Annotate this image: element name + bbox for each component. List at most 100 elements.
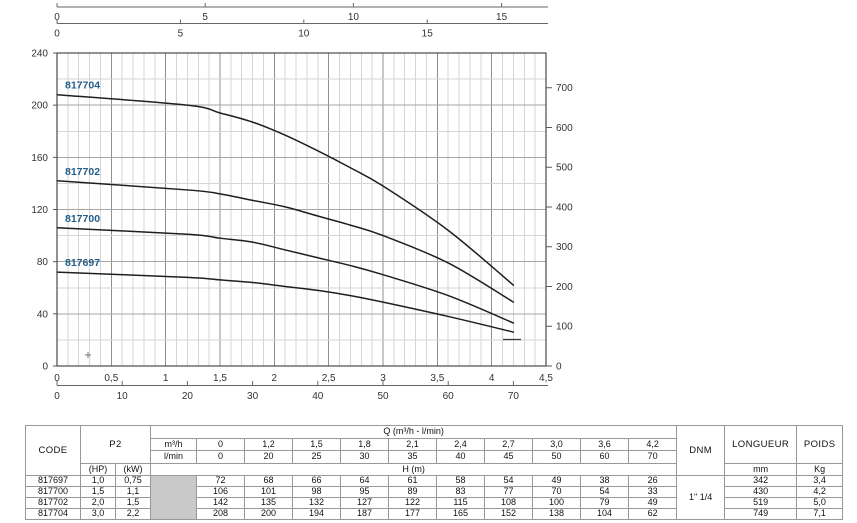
longueur-cell: 342 <box>724 475 798 487</box>
bottom-m3h-tick-label: 1 <box>163 373 169 384</box>
longueur-cell: 430 <box>724 486 798 498</box>
left-tick-label: 160 <box>31 153 48 164</box>
q-lmin-value: 45 <box>484 450 534 464</box>
curve-817697 <box>56 271 515 333</box>
right-tick-label: 0 <box>556 362 562 373</box>
poids-cell: 3,4 <box>796 475 844 487</box>
bottom-m3h-tick-label: 0 <box>54 373 60 384</box>
h-value-cell: 64 <box>340 475 390 487</box>
top-imp-tick-label: 5 <box>202 12 208 23</box>
gray-spacer-cell <box>150 475 198 520</box>
q-m3h-value: 1,8 <box>340 438 390 451</box>
curve-817700 <box>56 227 515 324</box>
code-cell: 817700 <box>25 486 81 498</box>
left-tick-label: 80 <box>37 257 49 268</box>
q-lmin-value: 70 <box>628 450 678 464</box>
h-value-cell: 79 <box>580 497 630 509</box>
bottom-m3h-tick-label: 3 <box>380 373 386 384</box>
spec-row-817697: 817697 1,0 0,75 72 68 66 64 61 58 54 49 38 26 1" 1/4 3… <box>25 475 844 520</box>
curve-label-817704: 817704 <box>65 80 100 92</box>
h-value-cell: 187 <box>340 508 390 520</box>
q-lmin-value: 30 <box>340 450 390 464</box>
q-lmin-value: 0 <box>196 450 246 464</box>
pump-curves-chart: 817697 817700 817702 817704 0 40 80 120 160 200 24… <box>31 3 573 402</box>
q-m3h-value: 3,6 <box>580 438 630 451</box>
left-tick-label: 240 <box>31 49 48 60</box>
q-m3h-value: 4,2 <box>628 438 678 451</box>
pump-curves-svg: 8176978177008177028177040408012016020024… <box>31 3 573 402</box>
h-value-cell: 89 <box>388 486 438 498</box>
curve-label-817700: 817700 <box>65 213 100 225</box>
kw-subheader: (kW) <box>114 463 152 476</box>
q-m3h-value: 2,7 <box>484 438 534 451</box>
h-value-cell: 127 <box>340 497 390 509</box>
q-m3h-value: 2,4 <box>436 438 486 451</box>
h-value-cell: 208 <box>196 508 246 520</box>
poids-cell: 4,2 <box>796 486 844 498</box>
h-value-cell: 142 <box>196 497 246 509</box>
bottom-lmin-tick-label: 40 <box>312 391 324 402</box>
bottom-lmin-tick-label: 50 <box>377 391 389 402</box>
code-header: CODE <box>25 425 81 476</box>
top-us-tick-label: 5 <box>178 29 184 40</box>
h-value-cell: 106 <box>196 486 246 498</box>
h-value-cell: 49 <box>628 497 678 509</box>
h-value-cell: 58 <box>436 475 486 487</box>
curve-label-817702: 817702 <box>65 166 100 178</box>
h-value-cell: 98 <box>292 486 342 498</box>
h-value-cell: 100 <box>532 497 582 509</box>
h-value-cell: 101 <box>244 486 294 498</box>
curve-817702 <box>56 180 515 303</box>
poids-cell: 5,0 <box>796 497 844 509</box>
left-tick-label: 120 <box>31 205 48 216</box>
left-axis-m: 0 40 80 120 160 200 240 <box>31 49 57 373</box>
h-value-cell: 83 <box>436 486 486 498</box>
right-tick-label: 400 <box>556 202 573 213</box>
h-value-cell: 165 <box>436 508 486 520</box>
h-value-cell: 108 <box>484 497 534 509</box>
right-tick-label: 700 <box>556 83 573 94</box>
top-us-tick-label: 10 <box>298 29 310 40</box>
kw-cell: 0,75 <box>114 475 152 487</box>
h-m-subheader: H (m) <box>150 463 678 476</box>
right-tick-label: 600 <box>556 123 573 134</box>
top-imp-gpm-axis: 0 5 10 15 <box>54 3 508 23</box>
bottom-lmin-tick-label: 20 <box>182 391 194 402</box>
q-m3h-value: 3,0 <box>532 438 582 451</box>
top-us-tick-label: 15 <box>422 29 434 40</box>
curve-label-817697: 817697 <box>65 257 100 269</box>
bottom-lmin-tick-label: 10 <box>117 391 129 402</box>
h-value-cell: 26 <box>628 475 678 487</box>
h-value-cell: 135 <box>244 497 294 509</box>
hp-cell: 3,0 <box>80 508 116 520</box>
h-value-cell: 177 <box>388 508 438 520</box>
h-value-cell: 200 <box>244 508 294 520</box>
q-lmin-value: 40 <box>436 450 486 464</box>
bottom-lmin-tick-label: 60 <box>443 391 455 402</box>
h-value-cell: 115 <box>436 497 486 509</box>
bottom-m3h-tick-label: 3,5 <box>430 373 444 384</box>
right-tick-label: 100 <box>556 322 573 333</box>
h-value-cell: 38 <box>580 475 630 487</box>
hp-cell: 1,0 <box>80 475 116 487</box>
left-tick-label: 200 <box>31 101 48 112</box>
code-cell: 817702 <box>25 497 81 509</box>
spec-row-817704: 817704 3,0 2,2 208 200 194 187 177 165 152 138 104 6… <box>25 508 844 520</box>
p2-header: P2 <box>79 425 152 464</box>
right-axis-ft: 0 100 200 300 400 500 600 700 <box>546 83 573 373</box>
bottom-m3h-tick-label: 1,5 <box>213 373 227 384</box>
h-value-cell: 49 <box>532 475 582 487</box>
h-value-cell: 122 <box>388 497 438 509</box>
hp-subheader: (HP) <box>80 463 116 476</box>
h-value-cell: 54 <box>484 475 534 487</box>
bottom-m3h-axis: 0 0,5 1 1,5 2 2,5 3 3,5 4 4,5 <box>54 373 553 384</box>
h-value-cell: 68 <box>244 475 294 487</box>
bottom-m3h-tick-label: 4,5 <box>539 373 553 384</box>
q-m3h-value: 0 <box>196 438 246 451</box>
bottom-lmin-tick-label: 30 <box>247 391 259 402</box>
curve-817704 <box>56 93 515 286</box>
left-tick-label: 0 <box>42 362 48 373</box>
q-span-header: Q (m³/h - l/min) <box>150 425 678 439</box>
q-m3h-value: 2,1 <box>388 438 438 451</box>
lmin-row-header: l/min <box>150 450 198 464</box>
